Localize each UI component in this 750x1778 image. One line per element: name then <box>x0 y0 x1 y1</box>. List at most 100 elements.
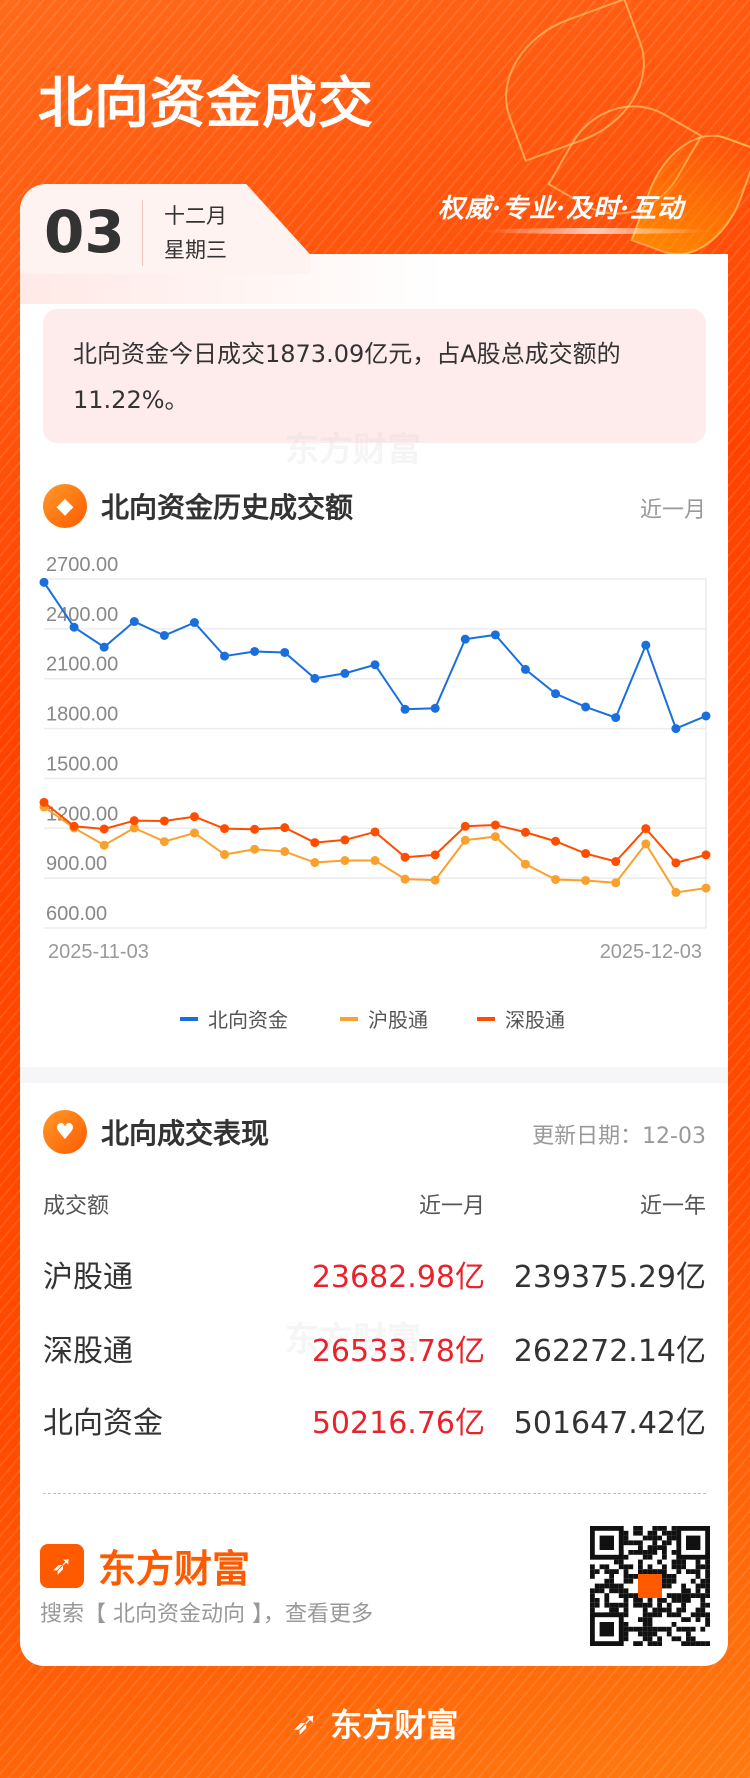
qr-module <box>590 1602 595 1608</box>
qr-module <box>681 1598 686 1603</box>
qr-module <box>676 1612 682 1618</box>
qr-module <box>657 1526 662 1531</box>
legend-swatch <box>180 1016 198 1021</box>
main-card <box>20 254 728 1666</box>
qr-module <box>686 1593 691 1598</box>
qr-module <box>647 1535 653 1541</box>
data-point <box>551 689 561 699</box>
qr-module <box>604 1578 610 1584</box>
qr-module <box>686 1588 691 1594</box>
col-header: 近一年 <box>639 1194 706 1219</box>
legend-item[interactable]: 深股通 <box>477 1004 565 1033</box>
footer-brand-name: 东方财富 <box>330 1706 459 1744</box>
qr-module <box>666 1583 672 1589</box>
qr-module <box>695 1617 701 1622</box>
qr-code[interactable] <box>590 1526 710 1646</box>
qr-module <box>604 1593 610 1598</box>
data-point <box>250 824 260 834</box>
qr-module <box>633 1540 638 1546</box>
legend-item[interactable]: 北向资金 <box>180 1004 288 1033</box>
qr-module <box>628 1564 634 1570</box>
watermark: 东方财富 <box>285 1320 421 1360</box>
qr-module <box>686 1569 691 1574</box>
qr-module <box>686 1636 691 1642</box>
data-point <box>69 622 79 632</box>
qr-module <box>638 1602 643 1608</box>
qr-module <box>594 1569 600 1574</box>
qr-module <box>671 1559 677 1565</box>
data-point <box>129 823 139 833</box>
legend-swatch <box>340 1016 358 1021</box>
qr-module <box>676 1593 682 1598</box>
qr-module <box>609 1578 614 1584</box>
qr-module <box>695 1574 701 1579</box>
qr-module <box>705 1574 710 1579</box>
legend-item[interactable]: 沪股通 <box>340 1004 428 1033</box>
qr-module <box>638 1545 643 1550</box>
data-point <box>340 856 350 866</box>
qr-module <box>690 1569 696 1574</box>
qr-module <box>657 1602 662 1608</box>
qr-module <box>633 1550 638 1555</box>
performance-title: 北向成交表现 <box>101 1117 270 1150</box>
qr-module <box>690 1626 696 1632</box>
data-point <box>490 832 500 842</box>
qr-module <box>638 1626 643 1632</box>
qr-module <box>590 1607 595 1613</box>
qr-module <box>676 1626 682 1632</box>
qr-module <box>652 1526 658 1531</box>
qr-module <box>628 1626 634 1632</box>
qr-module <box>614 1602 619 1608</box>
qr-module <box>700 1593 706 1598</box>
qr-module <box>666 1631 672 1637</box>
qr-module <box>671 1564 677 1570</box>
data-point <box>460 835 470 845</box>
qr-module <box>690 1636 696 1642</box>
data-point <box>581 849 591 859</box>
qr-module <box>623 1607 629 1613</box>
qr-module <box>599 1535 614 1550</box>
qr-module <box>652 1550 658 1555</box>
qr-module <box>662 1583 667 1589</box>
history-range[interactable]: 近一月 <box>639 498 706 523</box>
data-point <box>671 887 681 897</box>
qr-module <box>700 1602 706 1608</box>
qr-module <box>638 1540 643 1546</box>
data-point <box>701 883 711 893</box>
qr-module <box>662 1554 667 1560</box>
qr-module <box>652 1535 658 1541</box>
data-point <box>310 673 320 683</box>
qr-module <box>594 1583 600 1589</box>
qr-module <box>662 1626 667 1632</box>
qr-module <box>681 1607 686 1613</box>
qr-module <box>666 1626 672 1632</box>
qr-module <box>700 1641 706 1646</box>
qr-module <box>642 1535 648 1541</box>
qr-module <box>638 1641 643 1646</box>
data-point <box>69 821 79 831</box>
qr-module <box>700 1564 706 1570</box>
qr-module <box>618 1602 624 1608</box>
qr-module <box>623 1626 629 1632</box>
qr-module <box>604 1564 610 1570</box>
legend-label: 沪股通 <box>368 1008 428 1032</box>
data-point <box>189 812 199 822</box>
qr-module <box>599 1583 605 1589</box>
qr-module <box>623 1631 629 1637</box>
qr-module <box>662 1526 667 1531</box>
qr-module <box>633 1602 638 1608</box>
qr-module <box>623 1535 629 1541</box>
qr-module <box>657 1598 662 1603</box>
data-point <box>520 859 530 869</box>
data-point <box>430 850 440 860</box>
qr-module <box>628 1593 634 1598</box>
qr-module <box>662 1530 667 1536</box>
data-point <box>220 850 230 860</box>
update-date: 更新日期：12-03 <box>532 1124 706 1149</box>
qr-module <box>662 1607 667 1613</box>
data-point <box>189 828 199 838</box>
qr-module <box>671 1598 677 1603</box>
qr-module <box>647 1641 653 1646</box>
qr-module <box>690 1641 696 1646</box>
qr-module <box>671 1526 677 1531</box>
